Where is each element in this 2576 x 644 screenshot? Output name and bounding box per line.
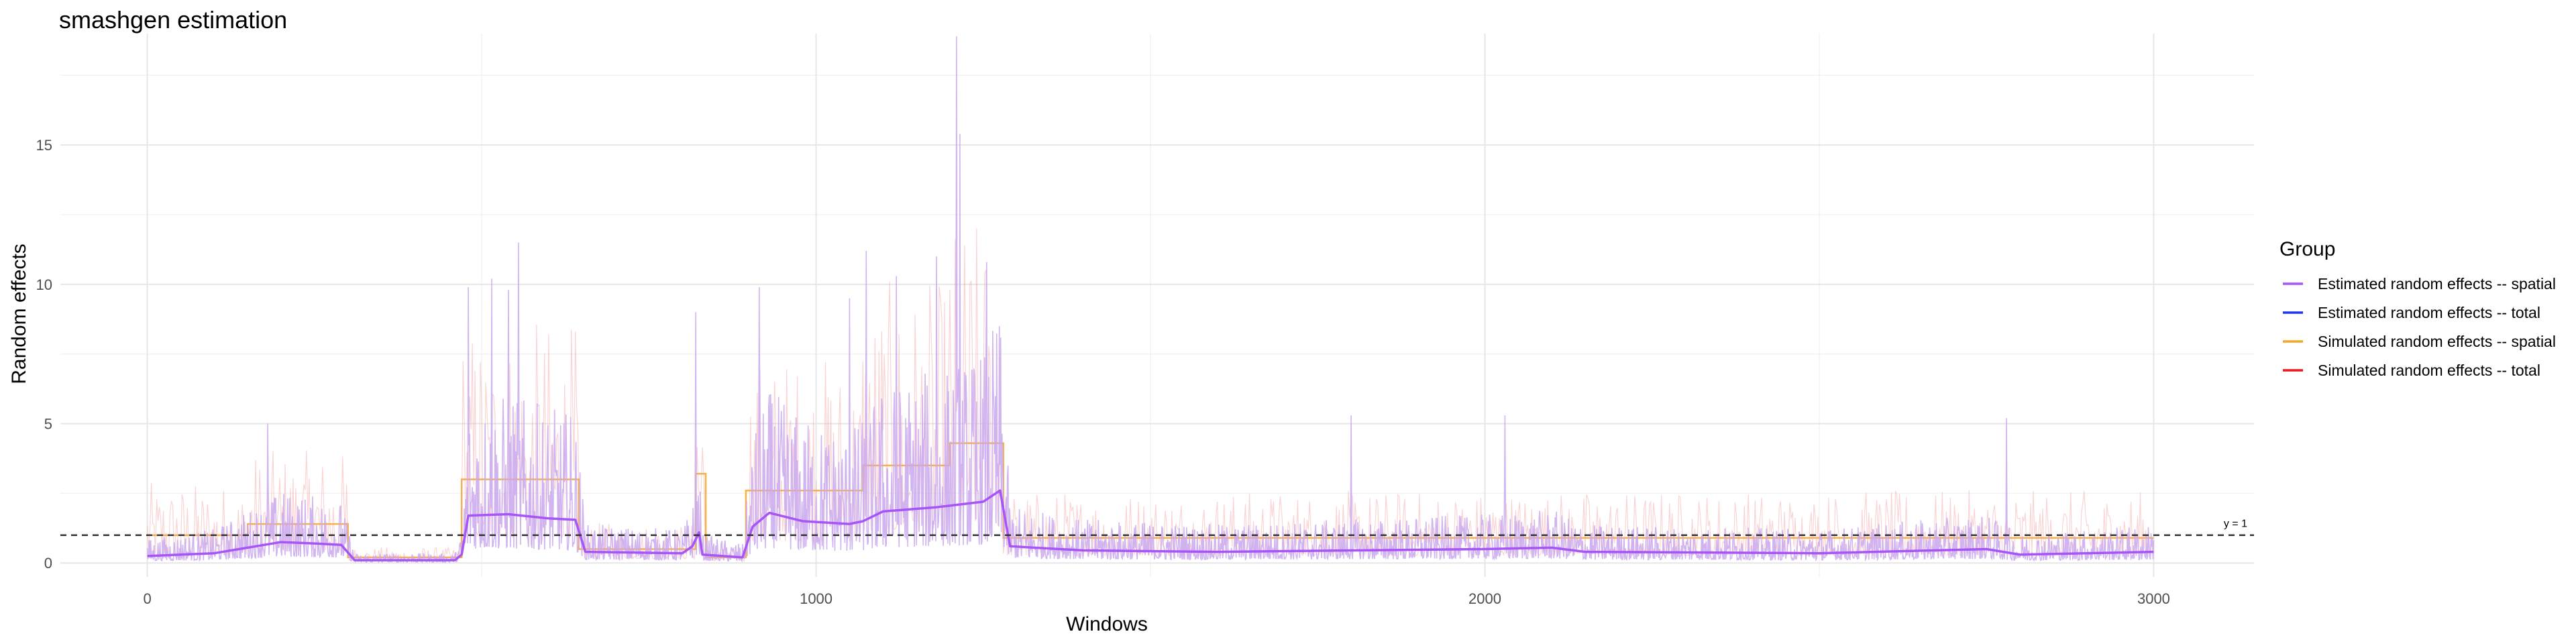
chart-title: smashgen estimation <box>59 6 287 34</box>
tick-labels: 0 5 10 15 0 1000 2000 3000 <box>36 137 2170 607</box>
legend: Group Estimated random effects -- spatia… <box>2279 238 2556 379</box>
y-tick-label: 10 <box>36 276 52 293</box>
x-tick-label: 0 <box>143 590 151 607</box>
y-tick-label: 0 <box>44 555 52 572</box>
grid <box>60 34 2254 577</box>
plot-area: y = 1 <box>60 36 2254 564</box>
legend-label-2: Simulated random effects -- spatial <box>2318 333 2556 350</box>
reference-line-label: y = 1 <box>2224 519 2247 530</box>
y-tick-label: 5 <box>44 416 52 433</box>
y-tick-label: 15 <box>36 137 52 154</box>
series-estimated-spatial-smooth <box>147 489 2154 561</box>
x-tick-label: 3000 <box>2137 590 2170 607</box>
legend-label-3: Simulated random effects -- total <box>2318 362 2540 379</box>
x-tick-label: 1000 <box>800 590 833 607</box>
estimated-spatial-smooth-line <box>147 489 2154 561</box>
y-axis-title: Random effects <box>8 244 30 384</box>
legend-title: Group <box>2279 238 2335 260</box>
legend-label-1: Estimated random effects -- total <box>2318 304 2540 321</box>
x-axis-title: Windows <box>1066 613 1148 635</box>
x-tick-label: 2000 <box>1468 590 1501 607</box>
legend-label-0: Estimated random effects -- spatial <box>2318 275 2556 292</box>
